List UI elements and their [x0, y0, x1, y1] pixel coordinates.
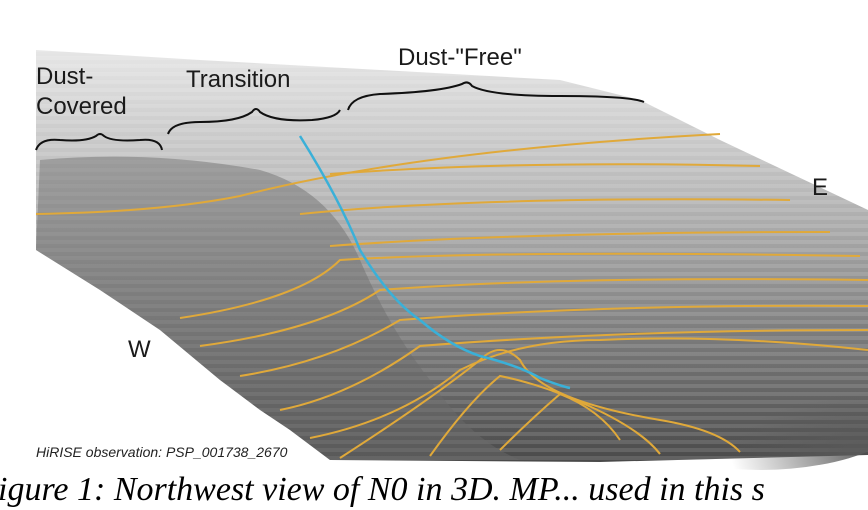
region-braces: [35, 81, 645, 151]
dark-scarp: [36, 156, 520, 460]
contour-line: [279, 329, 868, 411]
trough-shadow: [600, 330, 868, 470]
dust-covered-label: Dust-Covered: [36, 63, 127, 120]
contour-line: [499, 392, 621, 451]
figure-caption: igure 1: Northwest view of N0 in 3D. MP.…: [0, 471, 765, 508]
contour-line: [299, 198, 791, 215]
terrain-3d-view: [35, 50, 868, 470]
contour-line: [329, 231, 831, 247]
profile-line: [298, 135, 571, 390]
contour-line: [429, 374, 661, 457]
contour-line: [179, 252, 861, 319]
contour-lines: [35, 133, 868, 459]
contour-line: [309, 337, 868, 439]
brace-transition: [167, 108, 341, 135]
contour-line: [239, 304, 868, 377]
west-label: W: [128, 336, 151, 363]
contour-line: [329, 163, 761, 175]
east-label: E: [812, 174, 829, 201]
brace-dust-free: [347, 81, 645, 111]
source-note: HiRISE observation: PSP_001738_2670: [36, 444, 288, 460]
contour-line: [339, 349, 741, 459]
transition-label: Transition: [186, 66, 291, 93]
terrain-figure: Dust-Covered Transition Dust-"Free" E W …: [35, 44, 868, 470]
contour-line: [199, 278, 868, 347]
dust-free-label: Dust-"Free": [398, 44, 522, 71]
brace-dust-covered: [35, 133, 163, 151]
contour-line: [35, 133, 721, 215]
